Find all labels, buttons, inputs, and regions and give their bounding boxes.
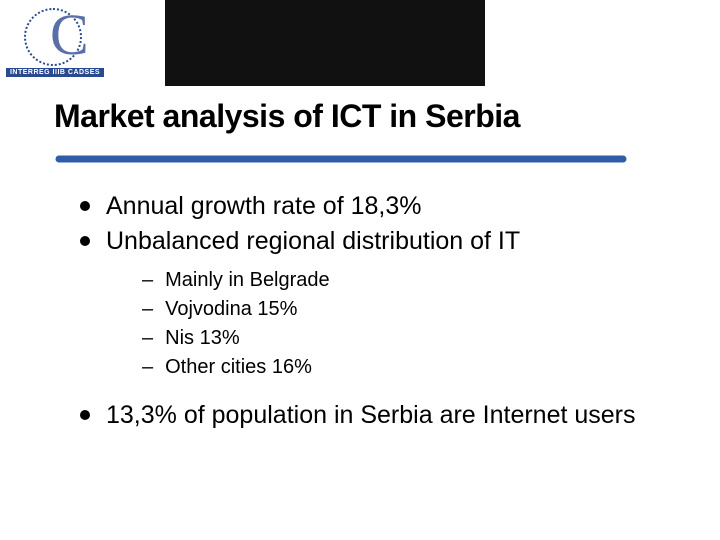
sub-bullet-list: – Mainly in Belgrade – Vojvodina 15% – N… xyxy=(142,267,660,381)
dash-icon: – xyxy=(142,267,153,294)
title-top-bar xyxy=(165,0,485,86)
sub-bullet-item: – Other cities 16% xyxy=(142,354,660,381)
bullet-text: Unbalanced regional distribution of IT xyxy=(106,225,520,258)
bullet-item: Annual growth rate of 18,3% xyxy=(80,190,660,223)
sub-bullet-item: – Nis 13% xyxy=(142,325,660,352)
bullet-text: 13,3% of population in Serbia are Intern… xyxy=(106,399,636,432)
dash-icon: – xyxy=(142,354,153,381)
title-divider xyxy=(54,154,628,164)
sub-bullet-text: Vojvodina 15% xyxy=(165,296,297,323)
sub-bullet-text: Nis 13% xyxy=(165,325,239,352)
bullet-text: Annual growth rate of 18,3% xyxy=(106,190,421,223)
logo-banner-text: INTERREG IIIB CADSES xyxy=(6,68,104,77)
bullet-item: 13,3% of population in Serbia are Intern… xyxy=(80,399,660,432)
dash-icon: – xyxy=(142,325,153,352)
bullet-dot-icon xyxy=(80,410,90,420)
sub-bullet-text: Mainly in Belgrade xyxy=(165,267,330,294)
sub-bullet-item: – Mainly in Belgrade xyxy=(142,267,660,294)
logo-letter-c: C xyxy=(50,6,89,64)
bullet-dot-icon xyxy=(80,236,90,246)
content-area: Annual growth rate of 18,3% Unbalanced r… xyxy=(80,190,660,434)
bullet-item: Unbalanced regional distribution of IT xyxy=(80,225,660,258)
slide-title: Market analysis of ICT in Serbia xyxy=(54,98,520,135)
sub-bullet-item: – Vojvodina 15% xyxy=(142,296,660,323)
slide: C INTERREG IIIB CADSES Market analysis o… xyxy=(0,0,720,540)
bullet-dot-icon xyxy=(80,201,90,211)
sub-bullet-text: Other cities 16% xyxy=(165,354,312,381)
logo: C INTERREG IIIB CADSES xyxy=(6,6,104,86)
dash-icon: – xyxy=(142,296,153,323)
